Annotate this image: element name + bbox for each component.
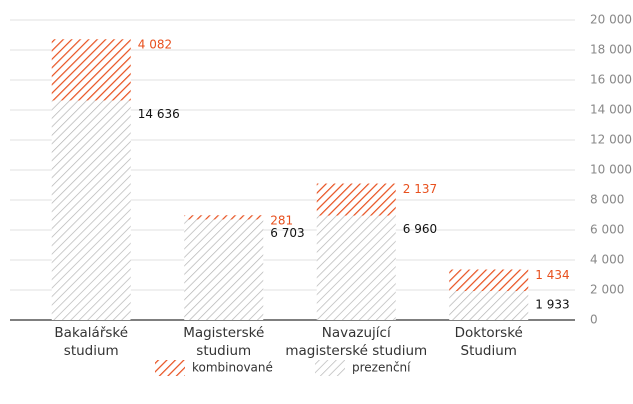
- value-label: 1 434: [535, 268, 569, 282]
- x-tick-label: Doktorské Studium: [454, 325, 523, 359]
- bar-segment: [184, 215, 264, 220]
- value-label: 14 636: [138, 107, 180, 121]
- bar-segment: [184, 219, 264, 320]
- y-tick-label: 18 000: [590, 43, 632, 57]
- y-tick-label: 16 000: [590, 73, 632, 87]
- legend-label: prezenční: [352, 361, 411, 375]
- legend-label: kombinované: [192, 361, 273, 375]
- y-tick-label: 2 000: [590, 283, 624, 297]
- bar-segment: [316, 215, 396, 320]
- bar-segment: [51, 39, 131, 101]
- y-tick-label: 8 000: [590, 193, 624, 207]
- value-label: 6 960: [403, 222, 437, 236]
- bar-segment: [449, 269, 529, 292]
- x-tick-label: Bakalářské studium: [54, 325, 129, 359]
- legend-swatch: [315, 360, 345, 376]
- y-tick-label: 14 000: [590, 103, 632, 117]
- y-tick-label: 4 000: [590, 253, 624, 267]
- bar-segment: [51, 100, 131, 321]
- y-tick-label: 0: [590, 313, 598, 327]
- y-tick-label: 12 000: [590, 133, 632, 147]
- value-label: 4 082: [138, 38, 172, 52]
- y-tick-label: 10 000: [590, 163, 632, 177]
- bar-segment: [449, 291, 529, 320]
- y-tick-label: 20 000: [590, 13, 632, 27]
- value-label: 1 933: [535, 298, 569, 312]
- value-label: 2 137: [403, 182, 437, 196]
- x-tick-label: Magisterské studium: [183, 325, 265, 359]
- value-label: 6 703: [270, 226, 304, 240]
- x-tick-label: Navazující magisterské studium: [285, 325, 428, 359]
- y-tick-label: 6 000: [590, 223, 624, 237]
- bar-segment: [316, 183, 396, 216]
- legend-swatch: [155, 360, 185, 376]
- value-label: 281: [270, 214, 293, 228]
